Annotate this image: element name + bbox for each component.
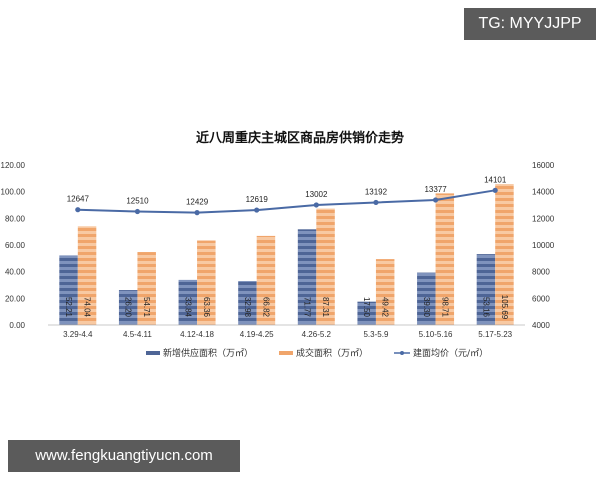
right-axis-tick: 10000 [532, 241, 555, 250]
price-point-label: 14101 [484, 175, 507, 184]
supply-bar-label: 17.50 [362, 297, 371, 318]
legend-item-sales: 成交面积（万㎡） [279, 346, 368, 359]
x-axis-tick: 4.26-5.2 [302, 330, 332, 339]
sales-bar-label: 63.36 [202, 297, 211, 318]
legend-swatch-sales [279, 350, 294, 355]
left-axis-tick: 0.00 [9, 321, 25, 330]
x-axis-tick: 4.5-4.11 [123, 330, 152, 339]
legend-label-sales: 成交面积（万㎡） [296, 349, 369, 359]
left-axis-tick: 40.00 [5, 268, 26, 277]
x-axis-labels: 3.29-4.4 4.5-4.11 4.12-4.18 4.19-4.25 4.26-5… [63, 330, 513, 339]
sales-bar [197, 240, 216, 325]
supply-bar-label: 53.16 [481, 297, 490, 318]
price-point [313, 202, 319, 208]
right-axis-tick: 4000 [532, 321, 550, 330]
legend-label-supply: 新增供应面积（万㎡） [163, 349, 254, 359]
price-point-label: 13002 [305, 190, 328, 199]
supply-bar [178, 279, 198, 325]
left-axis-tick: 100.00 [1, 188, 26, 197]
right-axis: 4000 6000 8000 10000 12000 14000 16000 [532, 161, 555, 330]
x-axis-tick: 3.29-4.4 [63, 330, 93, 339]
legend-label-price: 建面均价（元/㎡） [413, 349, 489, 359]
supply-bar [238, 281, 257, 325]
sales-bar [77, 226, 97, 325]
sales-bar [435, 193, 455, 325]
legend-line-marker-icon [394, 350, 411, 356]
supply-bar-label: 52.21 [64, 297, 73, 318]
watermark-badge-top: TG: MYYJJPP [464, 8, 596, 40]
price-point-label: 13377 [424, 185, 447, 194]
supply-bar-label: 33.84 [183, 297, 192, 318]
supply-bar [59, 255, 78, 325]
sales-bar-label: 105.69 [500, 295, 509, 320]
price-point-label: 12429 [186, 198, 209, 207]
sales-bar [375, 259, 395, 325]
left-axis-tick: 20.00 [5, 294, 26, 303]
supply-bar-label: 39.30 [422, 297, 431, 318]
left-axis-tick: 80.00 [5, 214, 26, 223]
right-axis-tick: 12000 [532, 214, 555, 223]
price-point-label: 13192 [365, 187, 388, 196]
supply-bar [118, 290, 138, 325]
supply-bar [476, 254, 496, 325]
legend-swatch-supply [146, 350, 160, 355]
sales-bar [137, 252, 156, 325]
price-point [75, 207, 81, 213]
sales-bar-label: 49.42 [381, 297, 390, 318]
chart-legend: 新增供应面积（万㎡） 成交面积（万㎡） 建面均价（元/㎡） [146, 346, 514, 359]
sales-bar-label: 54.71 [142, 297, 151, 318]
price-point [492, 187, 498, 193]
bar-series: 52.21 74.04 26.20 54.71 33.84 63.36 32.98 66.82… [59, 184, 514, 325]
sales-bar-label: 74.04 [83, 297, 92, 318]
supply-bar [417, 272, 436, 325]
sales-bar [495, 184, 514, 325]
supply-bar-label: 71.77 [303, 297, 312, 318]
chart-title: 近八周重庆主城区商品房供销价走势 [195, 131, 404, 146]
price-point [373, 199, 379, 206]
x-axis-tick: 4.19-4.25 [240, 330, 274, 339]
sales-bar [256, 235, 276, 325]
price-point [194, 210, 200, 216]
sales-bar [316, 208, 335, 325]
price-line [77, 189, 496, 214]
x-axis-tick: 5.10-5.16 [419, 330, 453, 339]
legend-item-supply: 新增供应面积（万㎡） [146, 346, 253, 359]
price-point-label: 12619 [246, 195, 269, 204]
x-axis-tick: 5.3-5.9 [363, 330, 388, 339]
sales-bar-label: 66.82 [261, 297, 270, 318]
left-axis-tick: 120.00 [1, 161, 26, 170]
supply-bar [297, 229, 317, 325]
price-line-series: 12647 12510 12429 12619 13002 13192 13377 14101 [67, 175, 507, 216]
price-point [432, 197, 439, 203]
price-point-label: 12510 [126, 197, 149, 206]
x-axis-tick: 5.17-5.23 [478, 330, 512, 339]
left-axis-tick: 60.00 [5, 241, 26, 250]
supply-bar-label: 26.20 [124, 297, 133, 318]
watermark-badge-bottom: www.fengkuangtiyucn.com [8, 440, 240, 472]
price-point-label: 12647 [67, 195, 90, 204]
supply-bar-label: 32.98 [243, 297, 252, 318]
legend-item-price: 建面均价（元/㎡） [394, 346, 488, 359]
sales-bar-label: 87.31 [321, 297, 330, 318]
right-axis-tick: 14000 [532, 188, 555, 197]
right-axis-tick: 6000 [532, 294, 550, 303]
x-axis-tick: 4.12-4.18 [180, 330, 214, 339]
right-axis-tick: 8000 [532, 268, 550, 277]
left-axis: 0.00 20.00 40.00 60.00 80.00 100.00 120.00 [1, 161, 26, 330]
supply-bar [357, 301, 376, 325]
price-point [254, 207, 260, 213]
sales-bar-label: 98.71 [440, 297, 449, 318]
right-axis-tick: 16000 [532, 161, 555, 170]
price-point [134, 208, 141, 215]
